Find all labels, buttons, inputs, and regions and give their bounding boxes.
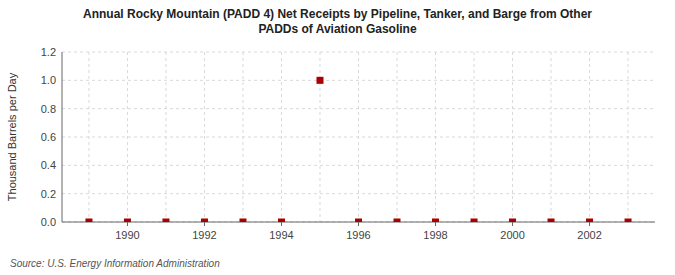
y-tick-label: 0.4 xyxy=(41,159,56,171)
y-axis-line xyxy=(62,52,63,222)
x-grid-line xyxy=(358,52,359,222)
x-tick xyxy=(127,222,128,226)
data-point xyxy=(316,77,323,84)
x-grid-line xyxy=(474,52,475,222)
x-tick-label: 2000 xyxy=(500,229,524,241)
x-grid-line xyxy=(165,52,166,222)
y-tick-label: 1.0 xyxy=(41,74,56,86)
x-grid-line xyxy=(551,52,552,222)
chart-container: Annual Rocky Mountain (PADD 4) Net Recei… xyxy=(0,0,675,275)
data-point xyxy=(432,219,439,223)
x-grid-line xyxy=(242,52,243,222)
data-point xyxy=(548,219,555,223)
title-line: PADDs of Aviation Gasoline xyxy=(258,22,417,36)
y-tick-label: 0.8 xyxy=(41,103,56,115)
x-grid-line xyxy=(435,52,436,222)
x-tick xyxy=(281,222,282,226)
y-tick-label: 1.2 xyxy=(41,46,56,58)
x-grid-line xyxy=(397,52,398,222)
data-point xyxy=(394,219,401,223)
x-grid-line xyxy=(589,52,590,222)
chart-title: Annual Rocky Mountain (PADD 4) Net Recei… xyxy=(83,7,592,36)
x-grid-line xyxy=(88,52,89,222)
data-point xyxy=(124,219,131,223)
x-tick xyxy=(204,222,205,226)
data-point xyxy=(586,219,593,223)
y-grid-line xyxy=(62,80,655,81)
x-tick xyxy=(589,222,590,226)
grid xyxy=(62,52,655,222)
data-point xyxy=(239,219,246,223)
data-point xyxy=(355,219,362,223)
source-note: Source: U.S. Energy Information Administ… xyxy=(10,258,220,269)
y-grid-line xyxy=(62,165,655,166)
x-tick xyxy=(512,222,513,226)
y-axis-label: Thousand Barrels per Day xyxy=(6,72,18,201)
x-tick-label: 1992 xyxy=(192,229,216,241)
x-grid-line xyxy=(127,52,128,222)
title-line: Annual Rocky Mountain (PADD 4) Net Recei… xyxy=(83,7,592,21)
chart-svg: Annual Rocky Mountain (PADD 4) Net Recei… xyxy=(0,0,675,275)
x-tick-label: 1998 xyxy=(423,229,447,241)
data-point xyxy=(201,219,208,223)
data-point xyxy=(85,219,92,223)
data-point xyxy=(471,219,478,223)
x-tick-label: 1994 xyxy=(269,229,293,241)
x-grid-line xyxy=(204,52,205,222)
y-tick-label: 0.2 xyxy=(41,188,56,200)
x-tick xyxy=(358,222,359,226)
y-tick-label: 0.6 xyxy=(41,131,56,143)
x-grid-line xyxy=(512,52,513,222)
x-tick xyxy=(435,222,436,226)
data-point xyxy=(625,219,632,223)
x-tick-label: 1996 xyxy=(346,229,370,241)
data-point xyxy=(162,219,169,223)
data-point xyxy=(278,219,285,223)
x-grid-line xyxy=(281,52,282,222)
data-point xyxy=(509,219,516,223)
x-grid-line xyxy=(628,52,629,222)
x-tick-label: 2002 xyxy=(577,229,601,241)
y-tick-label: 0.0 xyxy=(41,216,56,228)
y-grid-line xyxy=(62,193,655,194)
x-tick-label: 1990 xyxy=(115,229,139,241)
points xyxy=(85,77,631,222)
